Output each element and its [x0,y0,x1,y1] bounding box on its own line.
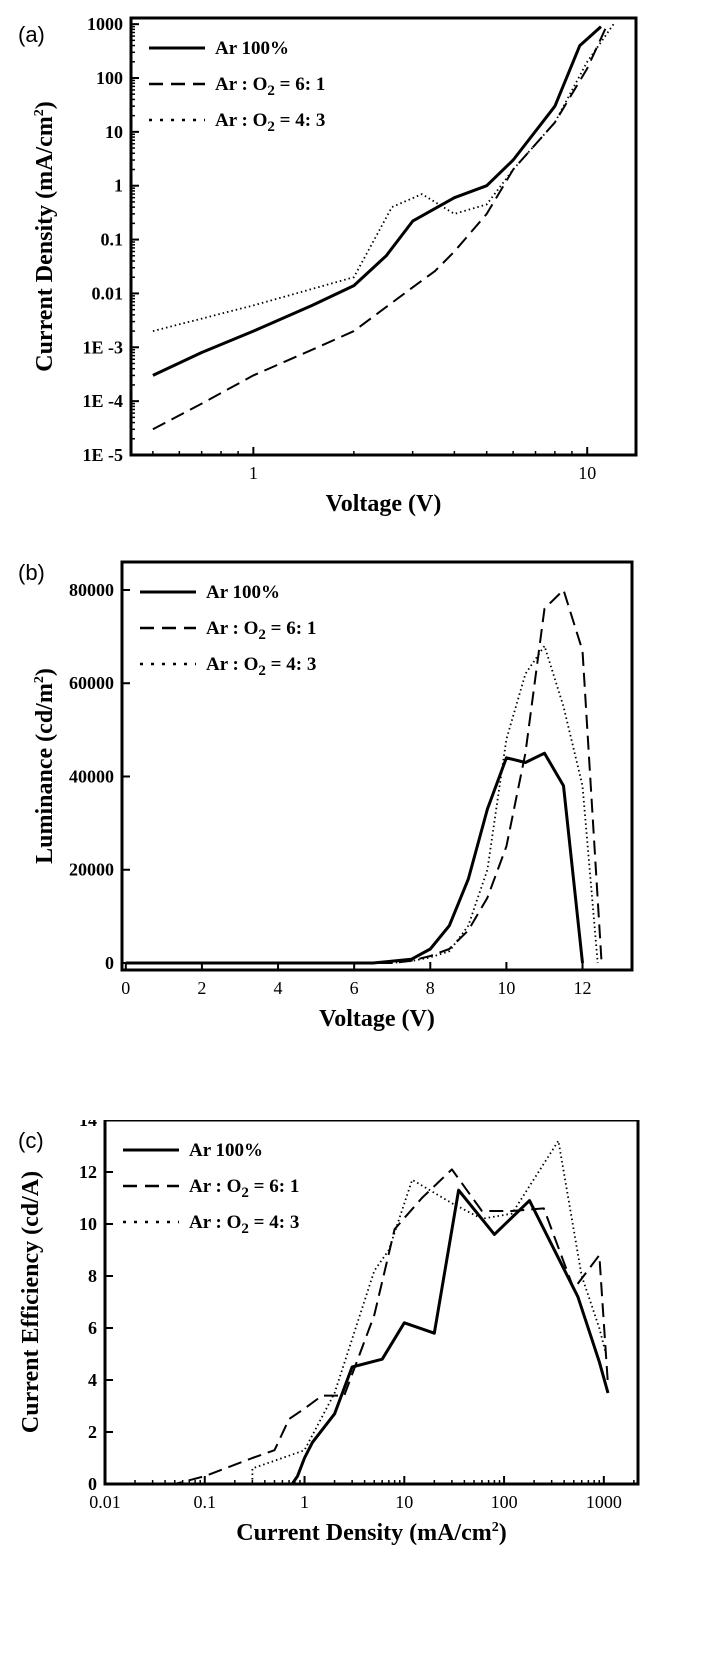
y-axis-title: Current Density (mA/cm2) [32,101,58,372]
y-tick-label: 1E -4 [83,391,124,411]
x-tick-label: 100 [491,1492,518,1512]
plot-frame [120,560,634,972]
y-tick-label: 10 [79,1214,97,1234]
x-tick-label: 2 [197,978,206,998]
panel-label: (a) [18,22,45,47]
x-tick-label: 0.1 [194,1492,217,1512]
chart-panel-c: (c) 0.01 0.1 1 10 100 1000 0 2 4 6 8 10 12 14 Current D… [0,1120,707,1680]
chart-c-svg: (c) 0.01 0.1 1 10 100 1000 0 2 4 6 8 10 12 14 Current D… [18,1120,640,1546]
x-tick-label: 10 [395,1492,413,1512]
x-axis-title: Voltage (V) [319,1006,435,1032]
y-tick-label: 0 [105,953,114,973]
y-tick-label: 0.1 [101,230,124,250]
y-axis-title: Current Efficiency (cd/A) [18,1171,44,1433]
x-tick-label: 1 [300,1492,309,1512]
chart-b-svg: (b) 0 2 4 6 8 10 12 0 20000 40000 60000 80000 Voltage… [18,560,634,1032]
series-line-dotted [125,645,599,964]
x-tick-label: 10 [578,463,596,483]
x-tick-label: 1 [249,463,258,483]
legend-label: Ar : O2 = 6: 1 [206,618,316,643]
x-tick-label: 6 [350,978,359,998]
series-line-solid [152,25,603,377]
legend-label: Ar 100% [215,38,289,59]
y-tick-label: 0.01 [92,283,124,303]
x-tick-label: 0 [121,978,130,998]
legend-label: Ar : O2 = 4: 3 [206,654,316,679]
series-line-solid [125,751,584,965]
legend-label: Ar 100% [206,582,280,603]
y-tick-label: 40000 [69,766,114,786]
legend-label: Ar : O2 = 4: 3 [215,110,325,135]
series-line-dotted [251,1139,607,1484]
x-tick-label: 8 [426,978,435,998]
series-line-dashed [152,23,609,431]
y-tick-label: 1E -5 [83,445,124,465]
x-axis-title: Current Density (mA/cm2) [236,1520,507,1546]
legend-label: Ar : O2 = 6: 1 [215,74,325,99]
series-line-dashed [105,1168,609,1484]
series-line-dotted [152,23,615,332]
x-axis-title: Voltage (V) [326,491,442,517]
plot-frame [103,1120,640,1486]
series-line-dashed [125,589,603,964]
y-tick-label: 12 [79,1162,97,1182]
x-tick-label: 12 [574,978,592,998]
series-line-solid [105,1188,610,1484]
panel-label: (c) [18,1128,44,1153]
y-tick-label: 6 [88,1318,97,1338]
y-tick-label: 8 [88,1266,97,1286]
y-tick-label: 4 [88,1370,97,1390]
y-tick-label: 1000 [87,14,123,34]
legend-label: Ar : O2 = 6: 1 [189,1176,299,1201]
chart-a-svg: (a) 1 10 1E -5 1E -4 1E -3 0.01 0.1 1 10 100 1000 Vo… [18,14,638,517]
y-axis-title: Luminance (cd/m2) [32,668,58,864]
x-tick-label: 1000 [586,1492,622,1512]
chart-panel-a: (a) 1 10 1E -5 1E -4 1E -3 0.01 0.1 1 10 100 1000 Vo… [0,0,707,560]
y-tick-label: 10 [105,122,123,142]
y-tick-label: 100 [96,68,123,88]
legend-label: Ar 100% [189,1140,263,1161]
chart-panel-b: (b) 0 2 4 6 8 10 12 0 20000 40000 60000 80000 Voltage… [0,560,707,1120]
x-tick-label: 10 [497,978,515,998]
y-tick-label: 0 [88,1474,97,1494]
y-tick-label: 80000 [69,580,114,600]
y-tick-label: 20000 [69,860,114,880]
y-tick-label: 14 [79,1120,97,1130]
y-tick-label: 2 [88,1422,97,1442]
plot-frame [129,16,638,457]
y-tick-label: 60000 [69,673,114,693]
panel-label: (b) [18,560,45,585]
y-tick-label: 1 [114,176,123,196]
y-tick-label: 1E -3 [83,337,124,357]
legend-label: Ar : O2 = 4: 3 [189,1212,299,1237]
x-tick-label: 0.01 [89,1492,121,1512]
x-tick-label: 4 [274,978,283,998]
